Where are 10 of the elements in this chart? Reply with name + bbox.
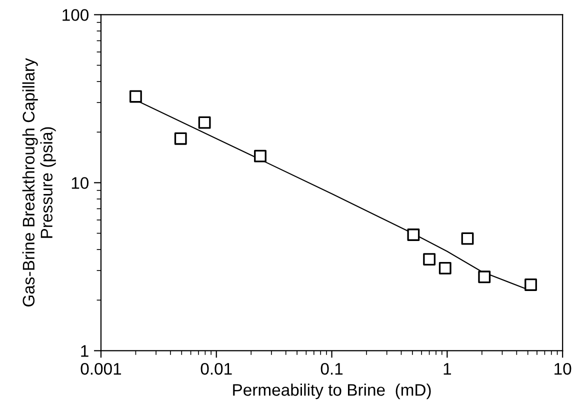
x-tick-label: 10	[554, 362, 572, 375]
x-tick-label: 0.1	[320, 362, 343, 375]
x-axis-title: Permeability to Brine (mD)	[233, 384, 431, 400]
y-tick-label: 100	[62, 9, 89, 21]
x-tick-label: 0.01	[200, 362, 232, 375]
x-tick-label: 1	[444, 363, 451, 375]
y-tick-label: 1	[81, 345, 88, 357]
y-tick-label: 10	[72, 177, 89, 189]
x-tick-label: 0.001	[80, 362, 122, 375]
y-axis-title: Gas-Brine Breakthrough Capillary Pressure (psia)	[22, 58, 56, 306]
